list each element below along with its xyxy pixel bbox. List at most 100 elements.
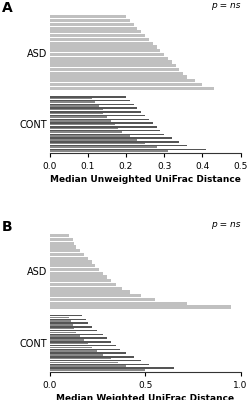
Bar <box>50 107 137 109</box>
Bar <box>50 23 134 26</box>
Bar <box>50 350 97 352</box>
Bar <box>50 362 118 363</box>
Bar <box>50 56 168 60</box>
Bar <box>50 113 103 114</box>
Bar <box>50 264 95 267</box>
Bar <box>50 358 111 359</box>
Bar <box>50 122 153 124</box>
Bar <box>50 130 160 131</box>
Bar <box>50 102 95 103</box>
Bar <box>50 328 74 329</box>
Bar <box>50 53 164 56</box>
Bar <box>50 120 111 122</box>
Bar <box>50 126 156 128</box>
Bar <box>50 364 149 365</box>
Bar <box>50 60 172 64</box>
Bar <box>50 368 174 369</box>
Bar <box>50 150 168 152</box>
Bar <box>50 109 103 110</box>
Bar <box>50 242 74 245</box>
Bar <box>50 326 92 328</box>
Bar <box>50 365 126 367</box>
Bar <box>50 346 92 348</box>
Bar <box>50 42 153 45</box>
Bar <box>50 135 130 137</box>
Bar <box>50 272 103 275</box>
Bar <box>50 330 97 331</box>
Bar <box>50 145 187 146</box>
Bar <box>50 45 156 48</box>
Bar <box>50 257 88 260</box>
Bar <box>50 15 126 18</box>
Bar <box>50 96 126 98</box>
Bar <box>50 100 130 101</box>
Bar <box>50 276 107 279</box>
Bar <box>50 253 84 256</box>
Bar <box>50 98 92 99</box>
Bar <box>50 19 130 22</box>
Bar <box>50 352 126 354</box>
Bar <box>50 337 107 339</box>
Text: A: A <box>2 1 13 15</box>
Bar <box>50 49 160 52</box>
Text: p = ns: p = ns <box>211 1 241 10</box>
Bar <box>50 290 130 294</box>
Bar <box>50 34 145 37</box>
Bar <box>50 332 76 333</box>
Bar <box>50 341 111 343</box>
Bar <box>50 111 141 112</box>
Bar <box>50 315 82 316</box>
Bar <box>50 360 141 362</box>
Bar <box>50 322 88 324</box>
Bar <box>50 324 72 326</box>
Bar <box>50 141 180 142</box>
Bar <box>50 134 164 135</box>
Bar <box>50 298 155 301</box>
Bar <box>50 369 145 370</box>
Bar <box>50 116 107 118</box>
Bar <box>50 316 69 318</box>
Bar <box>50 75 187 78</box>
Bar <box>50 245 76 248</box>
Bar <box>50 320 71 322</box>
Bar <box>50 268 99 271</box>
Bar <box>50 354 103 356</box>
Bar <box>50 287 122 290</box>
Bar <box>50 26 137 30</box>
Bar <box>50 318 86 320</box>
Bar <box>50 115 145 116</box>
Bar <box>50 83 202 86</box>
Bar <box>50 87 214 90</box>
Bar <box>50 128 118 129</box>
Bar <box>50 139 137 140</box>
Bar <box>50 356 134 358</box>
Bar <box>50 306 231 309</box>
Bar <box>50 279 111 282</box>
Bar <box>50 334 103 335</box>
Bar <box>50 335 80 337</box>
Bar <box>50 64 176 67</box>
Bar <box>50 30 141 34</box>
Bar <box>50 349 120 350</box>
Bar <box>50 124 115 126</box>
Bar <box>50 132 122 133</box>
Bar <box>50 68 180 71</box>
Bar <box>50 38 149 41</box>
Bar <box>50 345 117 346</box>
Bar <box>50 146 156 148</box>
X-axis label: Median Unweighted UniFrac Distance: Median Unweighted UniFrac Distance <box>50 175 241 184</box>
Bar <box>50 249 80 252</box>
Bar <box>50 79 195 82</box>
Text: p = ns: p = ns <box>211 220 241 228</box>
Bar <box>50 260 92 264</box>
Bar <box>50 343 88 344</box>
Bar <box>50 234 69 237</box>
Bar <box>50 148 206 150</box>
Text: B: B <box>2 220 12 234</box>
Bar <box>50 104 134 105</box>
Bar <box>50 137 172 139</box>
X-axis label: Median Weighted UniFrac Distance: Median Weighted UniFrac Distance <box>56 394 234 400</box>
Bar <box>50 283 117 286</box>
Bar <box>50 72 183 75</box>
Bar <box>50 294 141 297</box>
